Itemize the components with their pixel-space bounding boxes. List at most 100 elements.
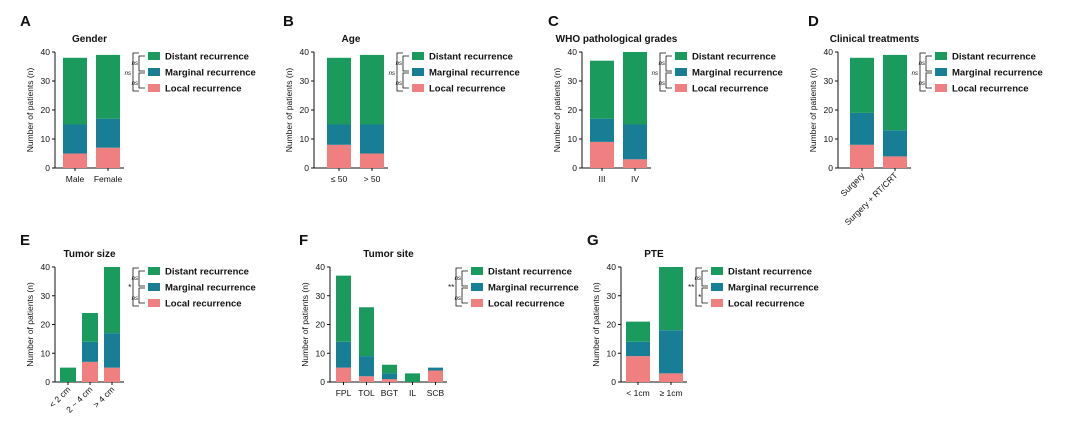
legend-swatch-marginal [471,283,483,291]
sig-bracket-upper [665,55,672,72]
bar-segment-distant [850,57,874,113]
sig-bracket-lower [925,72,932,89]
bar-segment-local [659,373,683,382]
bar-segment-marginal [96,118,120,148]
y-tick-label: 20 [300,105,310,115]
panel-label: D [808,13,819,30]
sig-label-upper: ns [659,61,665,67]
legend-swatch-local [935,84,947,92]
sig-label-overall: ns [125,71,131,77]
bar-segment-marginal [428,367,443,371]
bar-segment-marginal [382,373,397,380]
bar-segment-distant [82,313,98,342]
bar-segment-local [850,144,874,168]
sig-label-overall: ** [448,283,455,292]
legend-label: Local recurrence [429,84,506,95]
panel-f: F Tumor site 0 10 20 30 40 Number of patients (… [299,232,579,398]
y-tick-label: 0 [45,377,50,387]
sig-bracket-upper [138,55,145,72]
sig-label-lower: * [698,293,702,302]
sig-bracket-upper [461,270,468,287]
bar-segment-marginal [883,130,907,157]
bar-segment-local [428,370,443,382]
bar-segment-marginal [659,330,683,374]
sig-label-upper: ns [132,276,138,282]
sig-label-overall: ** [688,283,695,292]
bar-segment-marginal [359,356,374,377]
bar-segment-local [63,153,87,168]
panel-d: D Clinical treatments 0 10 20 30 40 Number of p… [808,13,1043,227]
bar-segment-local [359,376,374,382]
category-label: FPL [336,388,352,398]
panel-g: G PTE 0 10 20 30 40 Number of patients (n) < 1cm… [587,232,819,398]
bar-segment-marginal [336,341,351,368]
legend-swatch-local [675,84,687,92]
y-tick-label: 20 [316,320,326,330]
sig-bracket-overall [396,52,403,92]
sig-label-upper: ns [695,276,701,282]
y-tick-label: 10 [300,134,310,144]
sig-bracket-lower [701,287,708,304]
legend-swatch-distant [935,52,947,60]
legend-swatch-distant [711,267,723,275]
panel-title: Age [342,34,361,45]
bar-segment-local [104,367,120,382]
bar-segment-local [360,153,384,168]
bar-segment-distant [590,60,614,119]
y-tick-label: 0 [320,377,325,387]
panel-e: E Tumor size 0 10 20 30 40 Number of patients (… [20,232,256,415]
legend-label: Marginal recurrence [488,283,579,294]
y-tick-label: 10 [568,134,578,144]
legend-label: Marginal recurrence [165,283,256,294]
legend-swatch-local [412,84,424,92]
legend-label: Local recurrence [952,84,1029,95]
legend-label: Distant recurrence [488,267,572,278]
bar-segment-marginal [104,333,120,368]
sig-bracket-overall [919,52,926,92]
legend-swatch-local [471,299,483,307]
bar-segment-distant [883,54,907,131]
sig-bracket-upper [925,55,932,72]
category-label: III [598,174,605,184]
legend-label: Marginal recurrence [728,283,819,294]
sig-label-upper: ns [919,61,925,67]
panel-title: WHO pathological grades [556,34,678,45]
panel-title: Tumor site [363,249,414,260]
legend-label: Distant recurrence [165,52,249,63]
bar-segment-marginal [82,341,98,362]
y-tick-label: 10 [316,348,326,358]
y-axis-label: Number of patients (n) [25,282,35,367]
y-axis-label: Number of patients (n) [808,68,818,153]
panel-label: F [299,232,308,249]
legend-swatch-distant [148,267,160,275]
bar-segment-local [382,379,397,382]
sig-label-overall: ns [389,71,395,77]
panel-a: A Gender 0 10 20 30 40 Number of patients (n) Ma… [20,13,256,184]
sig-bracket-lower [665,72,672,89]
sig-label-upper: ns [396,61,402,67]
sig-label-overall: ns [652,71,658,77]
sig-bracket-upper [701,270,708,287]
legend-label: Distant recurrence [728,267,812,278]
legend-swatch-marginal [148,68,160,76]
bar-segment-local [96,147,120,168]
sig-bracket-overall [132,267,139,307]
panel-title: Gender [72,34,107,45]
sig-bracket-overall [695,267,702,307]
y-tick-label: 20 [41,105,51,115]
y-tick-label: 40 [316,262,326,272]
legend-swatch-marginal [675,68,687,76]
legend-label: Distant recurrence [165,267,249,278]
bar-segment-marginal [626,341,650,357]
bar-segment-distant [60,367,76,382]
sig-bracket-upper [402,55,409,72]
y-tick-label: 40 [41,47,51,57]
category-label: ≤ 50 [331,174,348,184]
bar-segment-local [590,141,614,168]
y-axis-label: Number of patients (n) [591,282,601,367]
bar-segment-distant [659,267,683,331]
y-tick-label: 40 [41,262,51,272]
y-tick-label: 40 [300,47,310,57]
legend-label: Marginal recurrence [692,68,783,79]
